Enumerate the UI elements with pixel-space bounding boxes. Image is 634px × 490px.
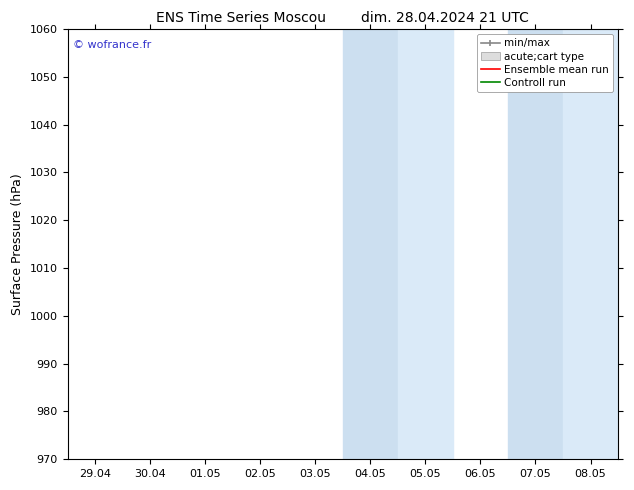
- Bar: [343, 29, 398, 459]
- Bar: [508, 29, 563, 459]
- Y-axis label: Surface Pressure (hPa): Surface Pressure (hPa): [11, 173, 24, 315]
- Legend: min/max, acute;cart type, Ensemble mean run, Controll run: min/max, acute;cart type, Ensemble mean …: [477, 34, 613, 92]
- Text: © wofrance.fr: © wofrance.fr: [73, 40, 152, 50]
- Bar: [398, 29, 453, 459]
- Bar: [563, 29, 618, 459]
- Title: ENS Time Series Moscou        dim. 28.04.2024 21 UTC: ENS Time Series Moscou dim. 28.04.2024 2…: [157, 11, 529, 25]
